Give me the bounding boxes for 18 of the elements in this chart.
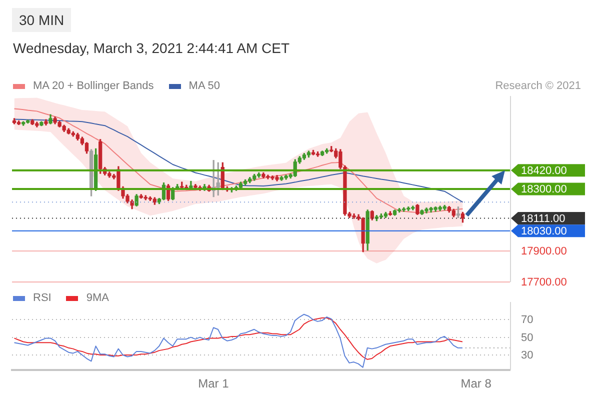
y-tick-label: 50	[521, 332, 534, 344]
y-tick-label: 17900.00	[521, 246, 567, 258]
y-tick-label: 17700.00	[521, 276, 567, 289]
y-tick-label: 18111.00	[521, 212, 566, 225]
x-tick-label: Mar 8	[460, 376, 492, 391]
legend-label: MA 50	[188, 80, 220, 93]
chart-subtitle: Wednesday, March 3, 2021 2:44:41 AM CET	[13, 40, 290, 56]
legend-label: RSI	[33, 292, 52, 305]
y-tick-label: 18030.00	[521, 225, 567, 238]
y-tick-label: 30	[521, 350, 534, 362]
y-tick-label: 70	[521, 314, 534, 326]
y-tick-label: 18420.00	[521, 164, 567, 177]
text: 30 MIN	[12, 8, 72, 32]
legend-label: MA 20 + Bollinger Bands	[33, 80, 154, 93]
x-tick-label: Mar 1	[198, 376, 230, 391]
legend-label: 9MA	[86, 292, 109, 305]
y-tick-label: 18300.00	[521, 184, 567, 196]
text: Research © 2021	[495, 80, 581, 93]
